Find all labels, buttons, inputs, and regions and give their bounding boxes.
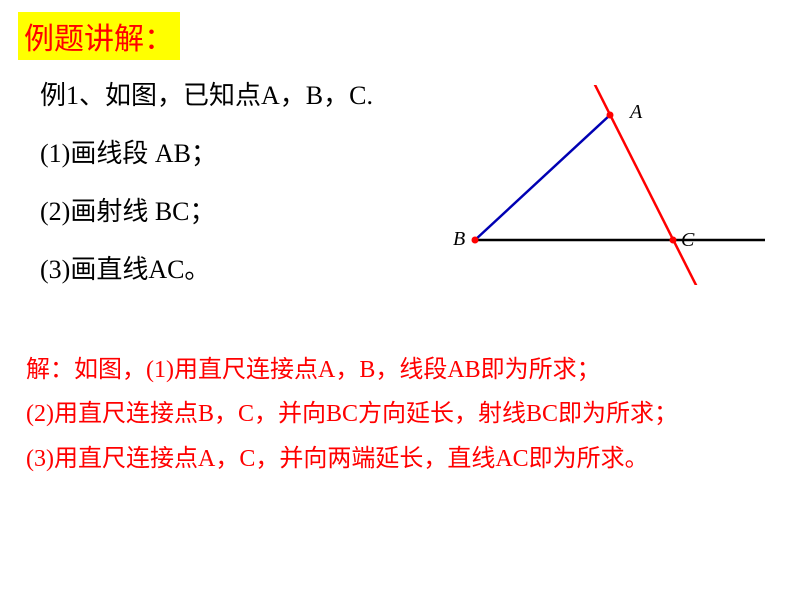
solution-line-1: 解：如图，(1)用直尺连接点A，B，线段AB即为所求； [26, 348, 678, 392]
geometry-diagram: A B C [435, 85, 765, 285]
solution-block: 解：如图，(1)用直尺连接点A，B，线段AB即为所求； (2)用直尺连接点B，C… [26, 348, 678, 481]
header-text: 例题讲解： [24, 23, 174, 56]
point-B [472, 237, 479, 244]
problem-line-3: (2)画射线 BC； [40, 186, 373, 238]
problem-block: 例1、如图，已知点A，B，C. (1)画线段 AB； (2)画射线 BC； (3… [40, 70, 373, 302]
point-C [670, 237, 677, 244]
label-B: B [453, 228, 465, 250]
problem-line-1: 例1、如图，已知点A，B，C. [40, 70, 373, 122]
solution-line-3: (3)用直尺连接点A，C，并向两端延长，直线AC即为所求。 [26, 437, 678, 481]
problem-line-2: (1)画线段 AB； [40, 128, 373, 180]
section-header: 例题讲解： [18, 12, 180, 60]
solution-line-2: (2)用直尺连接点B，C，并向BC方向延长，射线BC即为所求； [26, 392, 678, 436]
label-C: C [681, 229, 695, 251]
problem-line-4: (3)画直线AC。 [40, 244, 373, 296]
label-A: A [628, 101, 643, 123]
line-AC [589, 85, 697, 285]
point-A [607, 112, 614, 119]
line-AB [475, 115, 610, 240]
